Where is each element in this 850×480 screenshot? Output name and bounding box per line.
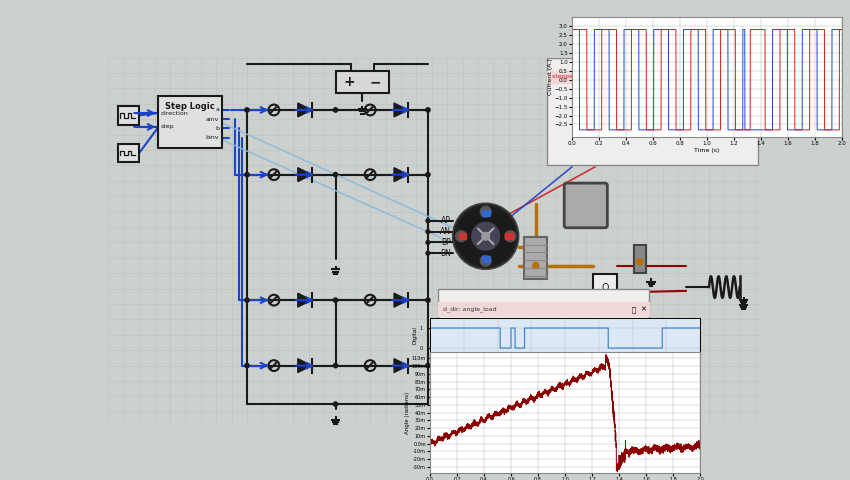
X-axis label: Time (s): Time (s) bbox=[694, 147, 720, 153]
Text: 🔒: 🔒 bbox=[740, 73, 745, 80]
Polygon shape bbox=[394, 293, 408, 307]
Text: ainv: ainv bbox=[206, 117, 219, 122]
Circle shape bbox=[637, 259, 643, 265]
Text: stepper1/as: stepper1/bs: stepper1/as: stepper1/bs bbox=[552, 74, 631, 79]
Circle shape bbox=[426, 363, 430, 368]
FancyBboxPatch shape bbox=[117, 106, 139, 125]
Circle shape bbox=[426, 240, 430, 244]
Circle shape bbox=[456, 231, 467, 241]
Text: binv: binv bbox=[206, 135, 219, 140]
Text: direction: direction bbox=[161, 110, 189, 116]
Text: ω: ω bbox=[601, 290, 609, 300]
Circle shape bbox=[480, 255, 491, 266]
Text: 🔒: 🔒 bbox=[632, 306, 636, 312]
Bar bbox=[482, 210, 490, 216]
Circle shape bbox=[245, 363, 249, 368]
FancyBboxPatch shape bbox=[158, 96, 222, 148]
Circle shape bbox=[333, 108, 337, 112]
Text: a: a bbox=[215, 108, 219, 112]
FancyBboxPatch shape bbox=[524, 237, 547, 279]
Y-axis label: Angle (radians): Angle (radians) bbox=[405, 391, 411, 433]
Polygon shape bbox=[298, 359, 312, 372]
Circle shape bbox=[426, 219, 430, 223]
Bar bbox=[459, 233, 467, 240]
Text: +: + bbox=[343, 75, 355, 89]
Text: Ω: Ω bbox=[601, 283, 609, 293]
Circle shape bbox=[333, 363, 337, 368]
Circle shape bbox=[426, 108, 430, 112]
FancyBboxPatch shape bbox=[593, 274, 616, 299]
Text: BP: BP bbox=[441, 238, 451, 247]
Text: AP: AP bbox=[441, 216, 451, 225]
Circle shape bbox=[533, 263, 539, 269]
Polygon shape bbox=[394, 359, 408, 372]
Circle shape bbox=[333, 298, 337, 302]
Circle shape bbox=[245, 172, 249, 177]
Circle shape bbox=[245, 298, 249, 302]
Circle shape bbox=[454, 204, 518, 268]
Circle shape bbox=[482, 232, 490, 240]
Circle shape bbox=[452, 203, 518, 269]
Text: b: b bbox=[215, 126, 219, 131]
FancyBboxPatch shape bbox=[633, 245, 646, 273]
Bar bbox=[505, 233, 513, 240]
FancyBboxPatch shape bbox=[547, 59, 758, 165]
Text: Step Logic: Step Logic bbox=[165, 102, 215, 111]
Polygon shape bbox=[394, 103, 408, 117]
Y-axis label: Digital: Digital bbox=[413, 326, 418, 344]
Bar bbox=[547, 71, 758, 83]
Circle shape bbox=[333, 172, 337, 177]
Text: step: step bbox=[161, 124, 174, 130]
Circle shape bbox=[333, 402, 337, 406]
Circle shape bbox=[505, 231, 516, 241]
Text: ✕: ✕ bbox=[641, 306, 647, 312]
Circle shape bbox=[456, 207, 515, 265]
Polygon shape bbox=[298, 293, 312, 307]
Polygon shape bbox=[298, 103, 312, 117]
Text: BN: BN bbox=[440, 249, 451, 258]
Text: ✕: ✕ bbox=[750, 74, 756, 80]
Circle shape bbox=[426, 298, 430, 302]
Circle shape bbox=[480, 206, 491, 217]
Circle shape bbox=[426, 251, 430, 255]
Polygon shape bbox=[298, 168, 312, 181]
Polygon shape bbox=[394, 168, 408, 181]
Bar bbox=[482, 256, 490, 263]
Y-axis label: Current (A.): Current (A.) bbox=[548, 59, 553, 96]
FancyBboxPatch shape bbox=[336, 72, 389, 93]
Text: −: − bbox=[370, 75, 382, 89]
Circle shape bbox=[245, 108, 249, 112]
Bar bbox=[438, 302, 649, 316]
Text: d_dir: angle_load: d_dir: angle_load bbox=[443, 307, 496, 312]
Circle shape bbox=[426, 172, 430, 177]
FancyBboxPatch shape bbox=[438, 288, 649, 423]
Circle shape bbox=[426, 230, 430, 234]
FancyBboxPatch shape bbox=[564, 183, 608, 228]
Circle shape bbox=[472, 222, 500, 250]
FancyBboxPatch shape bbox=[117, 144, 139, 162]
Text: AN: AN bbox=[440, 227, 451, 236]
